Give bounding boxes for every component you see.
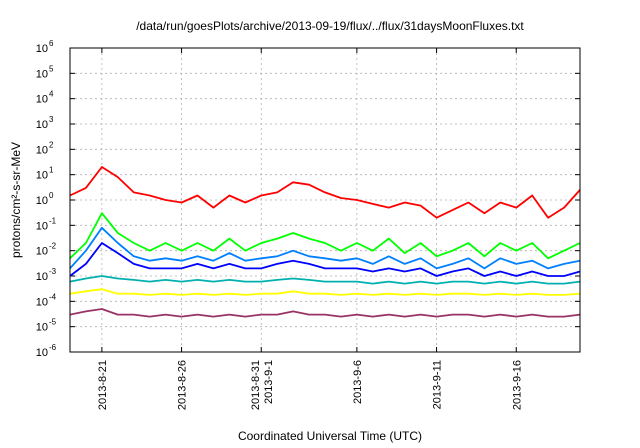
y-tick-exponent: 1 (49, 166, 54, 175)
x-tick-label: 2013-9-1 (263, 360, 275, 404)
y-tick-label: 10 (36, 347, 48, 359)
y-tick-label: 10 (36, 271, 48, 283)
y-tick-exponent: 4 (49, 90, 54, 99)
y-tick-exponent: 6 (49, 39, 54, 48)
x-tick-label: 2013-8-31 (250, 360, 262, 410)
x-tick-labels: 2013-8-21 2013-8-26 2013-8-31 2013-9-1 2013-… (97, 360, 523, 410)
plot-frame (69, 47, 581, 353)
series-line (69, 242, 581, 277)
y-tick-exponent: -1 (49, 216, 57, 225)
y-axis-label: protons/cm²-s-sr-MeV (9, 142, 23, 258)
y-tick-label: 10 (36, 246, 48, 258)
y-tick-exponent: -4 (49, 292, 57, 301)
y-tick-label: 10 (36, 119, 48, 131)
y-tick-label: 10 (36, 43, 48, 55)
y-tick-label: 10 (36, 195, 48, 207)
x-tick-label: 2013-9-11 (432, 360, 444, 409)
y-tick-label: 10 (36, 170, 48, 182)
series-line (69, 212, 581, 260)
series-line (69, 288, 581, 296)
series-line (69, 308, 581, 318)
y-tick-labels: 10 -610 -510 -410 -310 -210 -110 010 110 210 310 41… (36, 39, 57, 359)
grid (70, 47, 580, 353)
y-tick-exponent: -5 (49, 318, 57, 327)
x-tick-label: 2013-9-6 (352, 360, 364, 404)
x-tick-label: 2013-8-26 (177, 360, 189, 410)
y-tick-label: 10 (36, 68, 48, 80)
y-tick-exponent: 0 (49, 191, 54, 200)
series-line (69, 226, 581, 270)
y-tick-exponent: -3 (49, 267, 57, 276)
y-tick-label: 10 (36, 94, 48, 106)
y-tick-exponent: -6 (49, 343, 57, 352)
chart-title: /data/run/goesPlots/archive/2013-09-19/f… (136, 19, 524, 33)
y-tick-exponent: 5 (49, 64, 54, 73)
y-tick-label: 10 (36, 144, 48, 156)
x-axis-label: Coordinated Universal Time (UTC) (238, 429, 422, 443)
x-tick-label: 2013-9-16 (511, 360, 523, 410)
y-tick-label: 10 (36, 322, 48, 334)
y-tick-exponent: 2 (49, 140, 54, 149)
y-tick-label: 10 (36, 296, 48, 308)
y-tick-exponent: -2 (49, 242, 57, 251)
series-group (69, 166, 581, 318)
y-tick-label: 10 (36, 220, 48, 232)
series-line (69, 275, 581, 285)
series-line (69, 166, 581, 219)
x-tick-label: 2013-8-21 (97, 360, 109, 410)
y-tick-exponent: 3 (49, 115, 54, 124)
